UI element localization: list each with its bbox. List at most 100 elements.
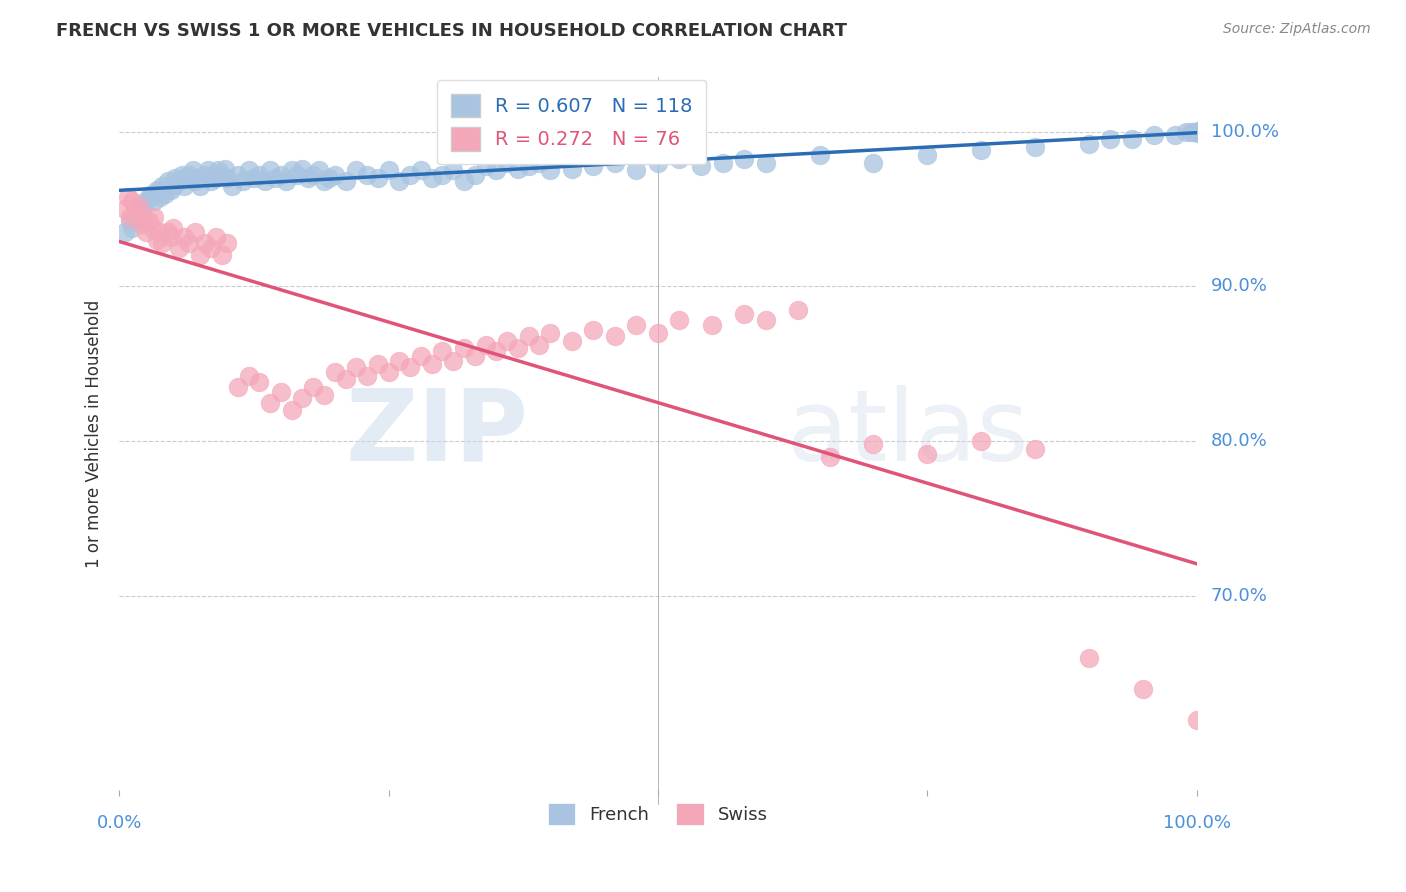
Point: [335, 174, 357, 188]
Point: [1185, 125, 1208, 139]
Point: [207, 163, 229, 178]
Point: [200, 174, 222, 188]
Point: [1185, 125, 1208, 139]
Text: 80.0%: 80.0%: [1211, 433, 1267, 450]
Point: [668, 153, 690, 167]
Point: [1185, 125, 1208, 139]
Point: [243, 171, 266, 186]
Point: [173, 178, 195, 193]
Point: [156, 225, 179, 239]
Point: [1077, 651, 1099, 665]
Point: [128, 202, 150, 216]
Point: [399, 168, 422, 182]
Point: [323, 168, 346, 182]
Point: [432, 344, 454, 359]
Point: [211, 248, 233, 262]
Point: [496, 155, 519, 169]
Point: [453, 342, 475, 356]
Point: [1185, 125, 1208, 139]
Point: [132, 210, 155, 224]
Point: [264, 171, 287, 186]
Point: [1185, 125, 1208, 139]
Point: [318, 171, 340, 186]
Point: [121, 220, 143, 235]
Point: [538, 163, 561, 178]
Point: [1185, 125, 1208, 139]
Point: [114, 225, 136, 239]
Point: [755, 313, 778, 327]
Point: [232, 174, 254, 188]
Point: [124, 210, 146, 224]
Point: [226, 168, 249, 182]
Point: [388, 174, 411, 188]
Point: [647, 155, 669, 169]
Point: [356, 369, 378, 384]
Point: [1184, 125, 1206, 139]
Point: [308, 163, 330, 178]
Text: FRENCH VS SWISS 1 OR MORE VEHICLES IN HOUSEHOLD CORRELATION CHART: FRENCH VS SWISS 1 OR MORE VEHICLES IN HO…: [56, 22, 848, 40]
Point: [970, 143, 993, 157]
Point: [197, 163, 219, 178]
Point: [529, 155, 551, 169]
Point: [270, 384, 292, 399]
Point: [432, 168, 454, 182]
Point: [464, 168, 486, 182]
Point: [1024, 140, 1046, 154]
Point: [215, 236, 238, 251]
Point: [668, 313, 690, 327]
Point: [167, 241, 190, 255]
Point: [205, 171, 228, 186]
Point: [1185, 125, 1208, 139]
Point: [247, 376, 270, 390]
Point: [1164, 128, 1187, 142]
Point: [1185, 125, 1208, 139]
Text: Source: ZipAtlas.com: Source: ZipAtlas.com: [1223, 22, 1371, 37]
Point: [1185, 125, 1208, 139]
Point: [420, 171, 443, 186]
Text: 0.0%: 0.0%: [97, 814, 142, 832]
Point: [755, 155, 778, 169]
Point: [149, 225, 172, 239]
Point: [221, 178, 243, 193]
Point: [603, 329, 626, 343]
Point: [138, 189, 160, 203]
Point: [202, 168, 225, 182]
Point: [200, 241, 222, 255]
Point: [181, 163, 204, 178]
Point: [344, 359, 367, 374]
Point: [285, 168, 308, 182]
Point: [441, 163, 464, 178]
Point: [441, 353, 464, 368]
Point: [162, 220, 184, 235]
Point: [188, 178, 211, 193]
Point: [626, 318, 648, 332]
Point: [259, 395, 281, 409]
Point: [150, 236, 173, 251]
Point: [474, 159, 496, 173]
Point: [160, 230, 183, 244]
Point: [297, 171, 319, 186]
Point: [165, 171, 187, 186]
Point: [690, 159, 713, 173]
Point: [142, 194, 165, 209]
Point: [1185, 125, 1208, 139]
Point: [1024, 442, 1046, 456]
Point: [214, 161, 236, 176]
Point: [173, 230, 195, 244]
Point: [118, 214, 141, 228]
Point: [179, 168, 201, 182]
Point: [733, 307, 755, 321]
Point: [280, 403, 302, 417]
Point: [149, 189, 172, 203]
Point: [211, 168, 233, 182]
Point: [179, 236, 201, 251]
Point: [135, 194, 157, 209]
Point: [1099, 132, 1122, 146]
Point: [205, 230, 228, 244]
Point: [142, 210, 165, 224]
Point: [135, 225, 157, 239]
Point: [1185, 125, 1208, 139]
Point: [626, 163, 648, 178]
Point: [312, 174, 335, 188]
Point: [1142, 128, 1164, 142]
